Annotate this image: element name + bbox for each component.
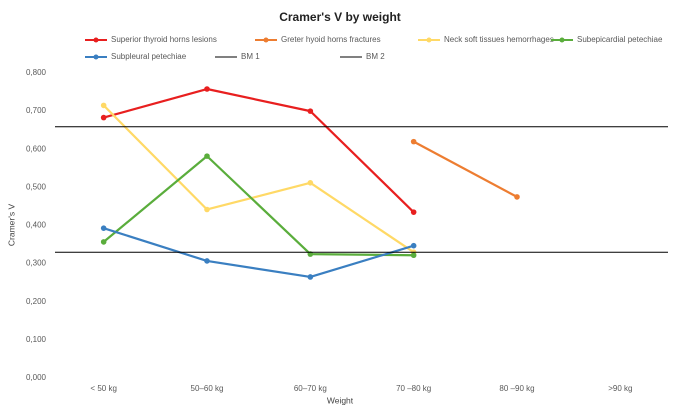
legend-label: Subpleural petechiae (111, 52, 187, 61)
y-tick-label: 0,000 (26, 373, 47, 382)
data-point (100, 239, 107, 245)
series-line (103, 227, 414, 279)
series-line (102, 104, 415, 254)
y-tick-label: 0,500 (26, 182, 47, 191)
data-point (204, 153, 210, 159)
x-tick-label: 80 –90 kg (499, 384, 534, 393)
data-point (307, 108, 314, 114)
data-point (100, 114, 107, 121)
data-point (410, 209, 417, 215)
series-line (102, 155, 414, 257)
data-point (410, 138, 417, 145)
legend-label: Subepicardial petechiae (577, 35, 663, 44)
legend-label: Neck soft tissues hemorrhages (444, 35, 554, 44)
data-point (307, 180, 314, 186)
data-point (204, 258, 210, 264)
data-point (204, 206, 210, 213)
legend-marker (559, 37, 565, 43)
data-point (410, 242, 417, 249)
data-point (307, 274, 314, 280)
series-line (413, 140, 518, 198)
y-tick-label: 0,400 (26, 221, 47, 230)
y-tick-label: 0,300 (26, 259, 47, 268)
series-line (103, 87, 415, 213)
x-tick-label: 50–60 kg (191, 384, 224, 393)
chart-title: Cramer's V by weight (279, 10, 401, 24)
legend-marker (93, 37, 99, 43)
x-axis-title: Weight (327, 395, 354, 405)
data-point (410, 252, 417, 259)
y-axis-title: Cramer's V (6, 204, 16, 247)
y-tick-label: 0,800 (26, 68, 47, 77)
y-tick-label: 0,100 (26, 335, 47, 344)
x-tick-label: >90 kg (608, 384, 632, 393)
legend-marker (263, 37, 269, 43)
y-tick-label: 0,700 (26, 106, 47, 115)
legend-marker (426, 37, 432, 43)
data-point (100, 225, 107, 231)
data-point (307, 251, 314, 257)
x-tick-label: < 50 kg (90, 384, 116, 393)
x-tick-label: 70 –80 kg (396, 384, 431, 393)
legend-label: BM 1 (241, 52, 260, 61)
y-tick-label: 0,600 (26, 144, 47, 153)
legend-label: BM 2 (366, 52, 385, 61)
x-tick-label: 60–70 kg (294, 384, 327, 393)
legend-label: Greter hyoid horns fractures (281, 35, 381, 44)
data-point (514, 194, 520, 200)
y-tick-label: 0,200 (26, 297, 47, 306)
legend-marker (93, 54, 99, 60)
data-point (100, 102, 107, 109)
data-point (204, 86, 210, 92)
legend-label: Superior thyroid horns lesions (111, 35, 217, 44)
